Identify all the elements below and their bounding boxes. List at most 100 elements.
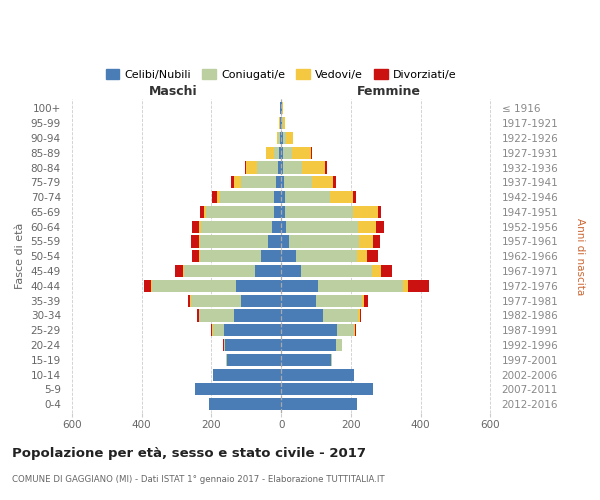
Bar	[337, 324, 355, 336]
Bar	[281, 220, 286, 233]
Bar	[286, 206, 353, 218]
Bar	[301, 265, 372, 277]
Bar	[281, 162, 283, 173]
Bar	[357, 250, 367, 262]
Bar	[281, 236, 289, 248]
Bar	[336, 339, 341, 351]
Bar	[281, 280, 318, 292]
Bar	[378, 206, 381, 218]
Bar	[183, 265, 184, 277]
Bar	[223, 339, 224, 351]
Bar	[325, 162, 326, 173]
Bar	[289, 236, 359, 248]
Bar	[331, 354, 332, 366]
Bar	[217, 191, 220, 203]
Bar	[191, 250, 199, 262]
Bar	[245, 162, 247, 173]
Bar	[206, 206, 274, 218]
Bar	[274, 206, 281, 218]
Bar	[278, 132, 280, 144]
Bar	[211, 324, 212, 336]
Bar	[151, 280, 152, 292]
Bar	[213, 324, 224, 336]
Bar	[281, 146, 283, 159]
Bar	[318, 280, 403, 292]
Bar	[281, 310, 323, 322]
Y-axis label: Fasce di età: Fasce di età	[15, 223, 25, 290]
Bar	[255, 265, 281, 277]
Bar	[281, 102, 282, 115]
Bar	[227, 354, 281, 366]
Bar	[152, 280, 236, 292]
Bar	[199, 310, 234, 322]
Bar	[212, 324, 213, 336]
Bar	[281, 206, 286, 218]
Bar	[364, 294, 368, 306]
Bar	[144, 280, 151, 292]
Bar	[283, 146, 292, 159]
Bar	[372, 265, 380, 277]
Bar	[230, 176, 234, 188]
Bar	[286, 132, 293, 144]
Bar	[199, 236, 200, 248]
Bar	[353, 191, 356, 203]
Bar	[188, 294, 190, 306]
Bar	[190, 294, 191, 306]
Bar	[281, 250, 296, 262]
Bar	[281, 132, 283, 144]
Bar	[274, 146, 280, 159]
Bar	[281, 354, 331, 366]
Bar	[280, 117, 281, 129]
Bar	[282, 117, 283, 129]
Bar	[281, 191, 284, 203]
Bar	[234, 176, 241, 188]
Bar	[213, 368, 281, 380]
Bar	[281, 117, 282, 129]
Bar	[224, 324, 281, 336]
Bar	[280, 132, 281, 144]
Bar	[358, 310, 359, 322]
Bar	[278, 162, 281, 173]
Bar	[279, 117, 280, 129]
Bar	[274, 191, 281, 203]
Bar	[333, 176, 335, 188]
Bar	[200, 250, 261, 262]
Bar	[409, 280, 429, 292]
Bar	[292, 146, 311, 159]
Bar	[257, 162, 278, 173]
Bar	[175, 265, 183, 277]
Bar	[362, 294, 364, 306]
Bar	[312, 176, 333, 188]
Bar	[316, 294, 362, 306]
Y-axis label: Anni di nascita: Anni di nascita	[575, 218, 585, 295]
Bar	[201, 220, 272, 233]
Text: Femmine: Femmine	[358, 85, 421, 98]
Bar	[276, 176, 281, 188]
Bar	[282, 102, 283, 115]
Bar	[261, 250, 281, 262]
Bar	[280, 102, 281, 115]
Bar	[234, 310, 281, 322]
Bar	[380, 265, 392, 277]
Bar	[323, 310, 358, 322]
Bar	[373, 236, 380, 248]
Bar	[281, 339, 336, 351]
Bar	[226, 354, 227, 366]
Bar	[302, 162, 325, 173]
Text: COMUNE DI GAGGIANO (MI) - Dati ISTAT 1° gennaio 2017 - Elaborazione TUTTITALIA.I: COMUNE DI GAGGIANO (MI) - Dati ISTAT 1° …	[12, 476, 385, 484]
Bar	[280, 146, 281, 159]
Bar	[200, 236, 268, 248]
Bar	[330, 191, 353, 203]
Bar	[281, 398, 357, 410]
Bar	[224, 339, 226, 351]
Bar	[284, 191, 330, 203]
Bar	[191, 220, 199, 233]
Bar	[281, 368, 355, 380]
Bar	[241, 176, 276, 188]
Bar	[277, 132, 278, 144]
Bar	[226, 339, 281, 351]
Legend: Celibi/Nubili, Coniugati/e, Vedovi/e, Divorziati/e: Celibi/Nubili, Coniugati/e, Vedovi/e, Di…	[101, 64, 461, 84]
Bar	[355, 324, 356, 336]
Bar	[341, 339, 342, 351]
Bar	[281, 265, 301, 277]
